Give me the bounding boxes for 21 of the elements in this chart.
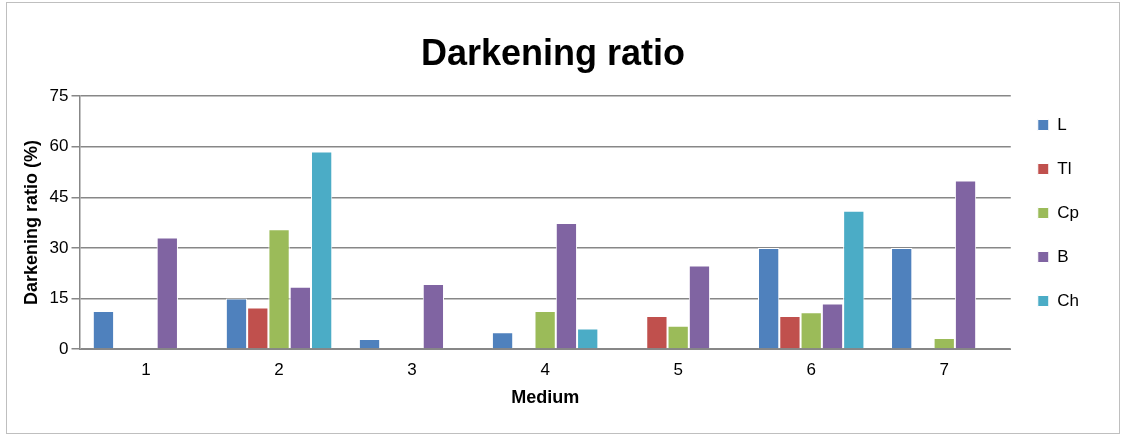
- legend-label: Ch: [1057, 290, 1079, 310]
- legend-label: L: [1057, 114, 1067, 134]
- legend-label: Tl: [1057, 158, 1072, 178]
- x-tick-label: 6: [806, 359, 816, 379]
- y-tick-label: 60: [49, 136, 69, 156]
- x-tick-label: 3: [407, 359, 417, 379]
- chart-title: Darkening ratio: [420, 31, 686, 73]
- legend-label: Cp: [1057, 202, 1079, 222]
- y-tick-label: 45: [49, 187, 69, 207]
- x-axis-title: Medium: [511, 387, 580, 408]
- x-tick-label: 4: [540, 359, 550, 379]
- legend-label: B: [1057, 246, 1069, 266]
- y-tick-label: 30: [49, 237, 69, 257]
- x-tick-label: 7: [939, 359, 949, 379]
- y-axis-title: Darkening ratio (%): [20, 140, 41, 306]
- y-tick-label: 15: [49, 288, 69, 308]
- y-tick-label: 0: [59, 338, 69, 358]
- y-tick-label: 75: [49, 85, 69, 105]
- x-tick-label: 5: [673, 359, 683, 379]
- x-tick-label: 1: [141, 359, 151, 379]
- x-tick-label: 2: [274, 359, 284, 379]
